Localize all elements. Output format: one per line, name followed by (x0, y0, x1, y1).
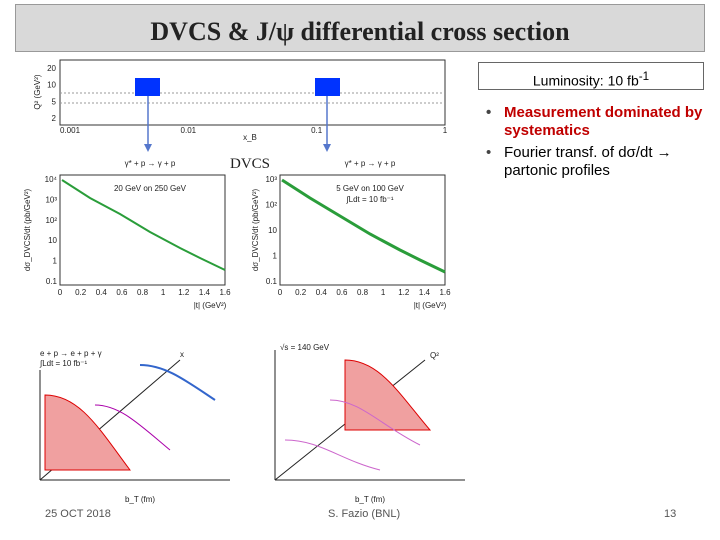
x-tick-label: 1.4 (199, 288, 211, 297)
luminosity-box: Luminosity: 10 fb-1 (478, 62, 704, 90)
x-tick-label: 0 (278, 288, 283, 297)
x-tick-label: 0.8 (357, 288, 369, 297)
x-tick-label: 1 (161, 288, 166, 297)
x-tick-label: 1.2 (178, 288, 190, 297)
y-tick-label: 10² (265, 201, 277, 210)
x-tick-label: 0.6 (116, 288, 128, 297)
bin-box (135, 78, 160, 96)
y-tick-label: 10 (268, 226, 277, 235)
process: e + p → e + p + γ (40, 349, 102, 358)
x-tick-label: 1.6 (219, 288, 231, 297)
plot-frame (59, 174, 226, 286)
x-tick-label: 0.4 (316, 288, 328, 297)
beams: 20 GeV on 250 GeV (114, 184, 187, 193)
process: √s = 140 GeV (280, 343, 330, 352)
x-label: |t| (GeV²) (194, 301, 227, 310)
profile (329, 399, 421, 446)
bin-box (315, 78, 340, 96)
luminosity-text: Luminosity: 10 fb (532, 72, 639, 89)
dvcs-label: DVCS (230, 156, 270, 172)
beams: 5 GeV on 100 GeV (336, 184, 404, 193)
y-label: Q² (GeV²) (33, 74, 42, 109)
axis-label: Q² (430, 351, 439, 360)
x-tick-label: 0.01 (181, 126, 197, 135)
x-tick-label: 1.6 (439, 288, 451, 297)
arrow-head (323, 144, 331, 152)
y-tick-label: 10 (48, 236, 57, 245)
luminosity: ∫Ldt = 10 fb⁻¹ (39, 359, 87, 368)
footer-date: 25 OCT 2018 (45, 508, 111, 520)
y-tick-label: 10 (47, 81, 56, 90)
x-tick-label: 1.2 (398, 288, 410, 297)
x-tick-label: 1 (443, 126, 448, 135)
luminosity-sup: -1 (638, 70, 650, 83)
y-tick-label: 2 (52, 114, 57, 123)
process: γ* + p → γ + p (345, 159, 396, 168)
x-label: b_T (fm) (125, 495, 155, 504)
y-tick-label: 10² (45, 216, 57, 225)
profile (284, 439, 381, 471)
y-tick-label: 20 (47, 64, 56, 73)
y-tick-label: 0.1 (46, 277, 58, 286)
arrow-head (144, 144, 152, 152)
x-tick-label: 1.4 (419, 288, 431, 297)
profile (139, 364, 216, 401)
y-tick-label: 10³ (45, 195, 57, 204)
axis-label: x (180, 350, 184, 359)
page-number: 13 (664, 508, 677, 520)
y-tick-label: 5 (52, 97, 57, 106)
bullet: Measurement dominated by systematics (486, 104, 716, 140)
y-tick-label: 1 (53, 257, 58, 266)
x-tick-label: 0.4 (96, 288, 108, 297)
x-tick-label: 1 (381, 288, 386, 297)
y-label: dσ_DVCS/dt (pb/GeV²) (251, 189, 260, 272)
title: DVCS & J/ψ differential cross section (15, 4, 705, 52)
x-tick-label: 0.6 (336, 288, 348, 297)
bullet-list: Measurement dominated by systematics Fou… (486, 104, 716, 184)
y-tick-label: 1 (273, 252, 278, 261)
x-tick-label: 0.2 (295, 288, 307, 297)
footer-author: S. Fazio (BNL) (328, 508, 401, 520)
bullet: Fourier transf. of dσ/dt → partonic prof… (486, 144, 716, 180)
x-label: b_T (fm) (355, 495, 385, 504)
x-tick-label: 0.1 (311, 126, 323, 135)
profile (344, 359, 432, 431)
process: γ* + p → γ + p (125, 159, 176, 168)
y-label: dσ_DVCS/dt (pb/GeV²) (23, 189, 32, 272)
profile (44, 394, 131, 471)
y-tick-label: 10⁴ (45, 175, 58, 184)
x-tick-label: 0.001 (60, 126, 81, 135)
x-label: x_B (243, 133, 257, 142)
x-tick-label: 0.8 (137, 288, 149, 297)
x-tick-label: 0.2 (75, 288, 87, 297)
y-tick-label: 10³ (265, 175, 277, 184)
y-tick-label: 0.1 (266, 277, 278, 286)
x-label: |t| (GeV²) (414, 301, 447, 310)
curve (61, 179, 226, 271)
profile (94, 404, 171, 451)
luminosity: ∫Ldt = 10 fb⁻¹ (345, 195, 393, 204)
curve (281, 178, 446, 274)
x-tick-label: 0 (58, 288, 63, 297)
